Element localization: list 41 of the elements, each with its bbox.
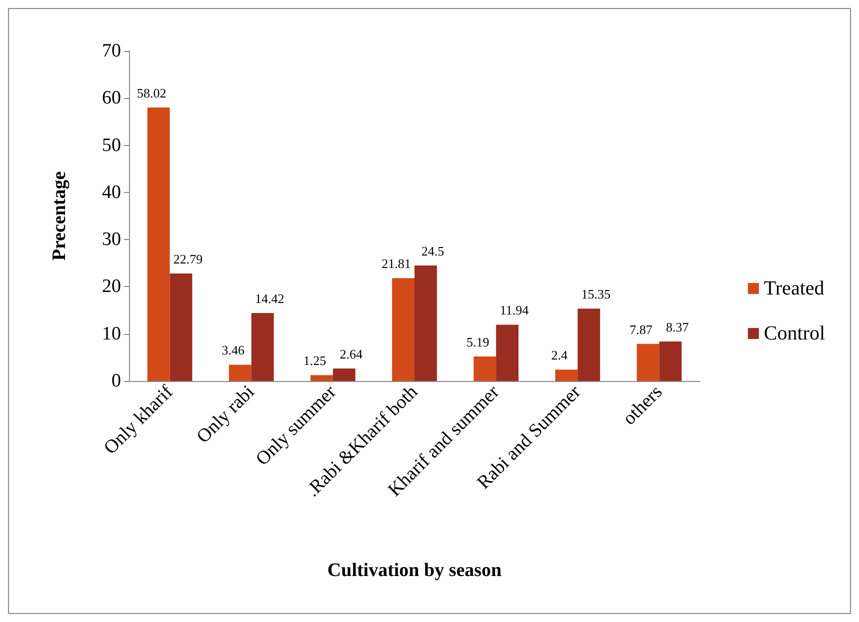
y-tick-label: 40 bbox=[102, 182, 121, 203]
data-label: 2.64 bbox=[340, 346, 364, 362]
bar bbox=[555, 370, 578, 381]
bar bbox=[332, 368, 356, 381]
data-label: 3.46 bbox=[222, 342, 246, 358]
bar bbox=[578, 308, 600, 381]
bar bbox=[228, 364, 252, 381]
data-label: 22.79 bbox=[173, 252, 203, 267]
data-label: 8.37 bbox=[666, 320, 690, 335]
data-label: 7.87 bbox=[630, 322, 653, 337]
bar bbox=[659, 342, 682, 381]
legend-label: Control bbox=[764, 322, 826, 344]
x-axis-title: Cultivation by season bbox=[327, 560, 502, 581]
bar bbox=[251, 313, 274, 381]
data-label: 5.19 bbox=[466, 334, 490, 350]
data-label: 24.5 bbox=[421, 244, 444, 258]
data-label: 21.81 bbox=[382, 256, 411, 272]
y-tick-label: 30 bbox=[102, 229, 121, 250]
bar bbox=[392, 278, 414, 381]
y-tick-label: 10 bbox=[102, 323, 121, 344]
bar bbox=[414, 266, 437, 381]
data-label: 14.42 bbox=[254, 291, 284, 306]
data-label: 2.4 bbox=[551, 348, 568, 363]
data-label: 11.94 bbox=[500, 302, 530, 318]
y-tick-label: 0 bbox=[112, 370, 121, 392]
data-label: 1.25 bbox=[303, 353, 326, 368]
legend-label: Treated bbox=[764, 278, 824, 300]
x-tick-label: Only rabi bbox=[192, 382, 259, 448]
y-axis-title: Precentage bbox=[49, 171, 70, 261]
bar bbox=[636, 344, 660, 381]
y-tick-label: 20 bbox=[102, 276, 121, 298]
bar bbox=[170, 274, 192, 381]
bar bbox=[496, 324, 519, 381]
data-label: 15.35 bbox=[581, 286, 610, 302]
y-tick-label: 50 bbox=[102, 134, 121, 156]
bar bbox=[310, 375, 333, 381]
bar bbox=[147, 107, 170, 381]
bar bbox=[474, 356, 496, 381]
data-label: 58.02 bbox=[136, 85, 166, 100]
y-tick-label: 60 bbox=[102, 88, 121, 109]
y-tick-label: 70 bbox=[102, 40, 121, 62]
